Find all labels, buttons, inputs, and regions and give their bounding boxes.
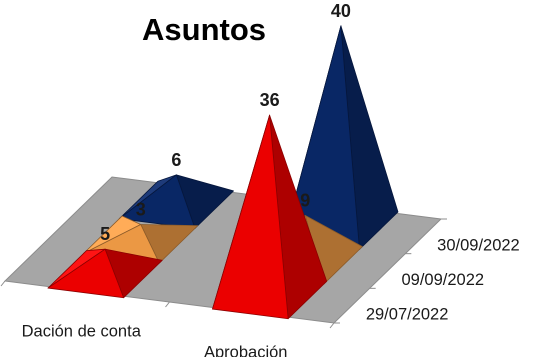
- data-label: 5: [100, 224, 110, 244]
- data-label: 40: [331, 1, 351, 21]
- category-label: Aprobación: [204, 344, 287, 357]
- series-label: 30/09/2022: [437, 236, 520, 254]
- category-tick: [330, 323, 334, 328]
- category-tick: [1, 281, 5, 286]
- data-label: 6: [171, 150, 181, 170]
- series-label: 29/07/2022: [366, 306, 449, 324]
- data-label: 9: [300, 191, 310, 211]
- data-label: 3: [136, 200, 146, 220]
- data-label: 36: [260, 90, 280, 110]
- category-label: Dación de conta: [22, 323, 142, 341]
- series-label: 09/09/2022: [402, 271, 485, 289]
- category-tick: [166, 302, 170, 307]
